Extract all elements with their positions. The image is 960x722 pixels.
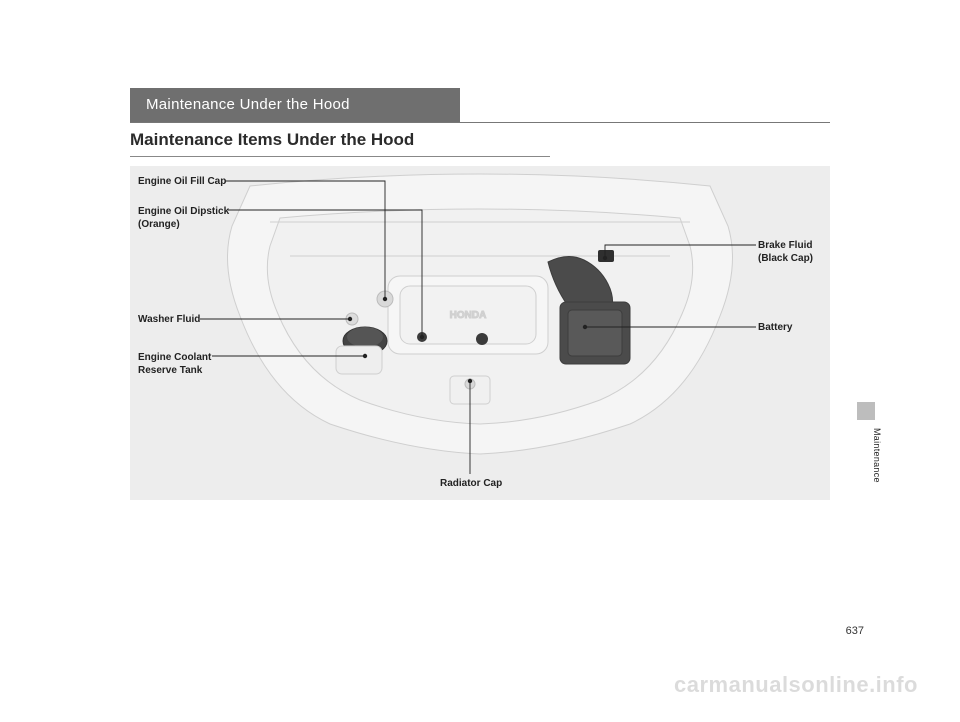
watermark: carmanualsonline.info <box>674 672 918 698</box>
side-tab-marker <box>857 402 875 420</box>
engine-bay-diagram: HONDA <box>130 166 830 500</box>
engine-oil-dipstick-label: Engine Oil Dipstick (Orange) <box>138 206 229 231</box>
engine-oil-fill-cap-target-dot <box>383 297 387 301</box>
washer-fluid-label: Washer Fluid <box>138 314 200 327</box>
section-rule <box>130 122 830 123</box>
brake-fluid-target-dot <box>603 256 607 260</box>
cap-dark <box>476 333 488 345</box>
svg-text:HONDA: HONDA <box>450 310 487 321</box>
coolant-tank <box>336 346 382 374</box>
engine-oil-fill-cap-label: Engine Oil Fill Cap <box>138 176 226 189</box>
subsection-rule <box>130 156 550 157</box>
engine-oil-dipstick-target-dot <box>420 335 424 339</box>
section-band: Maintenance Under the Hood <box>130 88 460 122</box>
brake-fluid-cap <box>598 250 614 262</box>
section-title: Maintenance Items Under the Hood <box>130 130 414 150</box>
battery-label: Battery <box>758 322 792 335</box>
engine-bay-svg: HONDA <box>130 166 830 500</box>
brake-fluid-label: Brake Fluid (Black Cap) <box>758 240 813 265</box>
page-number: 637 <box>846 625 864 637</box>
radiator-cap-label: Radiator Cap <box>440 478 502 491</box>
engine-cover: HONDA <box>388 276 548 354</box>
radiator-cap-target-dot <box>468 379 472 383</box>
washer-fluid-target-dot <box>348 317 352 321</box>
engine-coolant-reserve-label: Engine Coolant Reserve Tank <box>138 352 211 377</box>
battery-target-dot <box>583 325 587 329</box>
side-tab-label: Maintenance <box>872 428 882 483</box>
engine-coolant-reserve-target-dot <box>363 354 367 358</box>
